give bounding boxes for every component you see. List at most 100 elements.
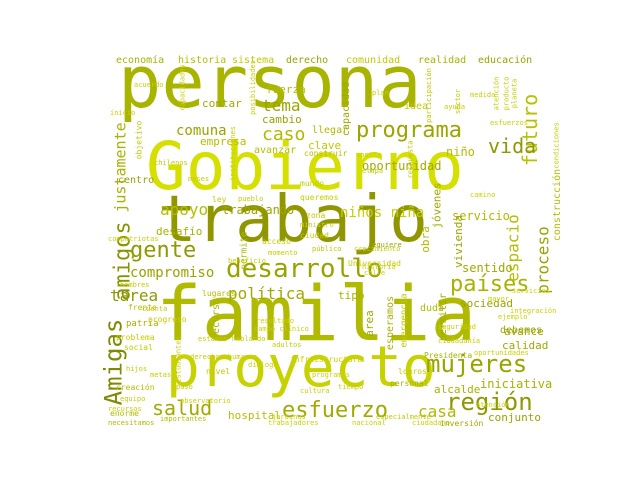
word-construccion: construcción: [552, 168, 564, 242]
word-vivienda: vivienda: [451, 215, 465, 268]
word-ninos-nina: niños niña: [340, 205, 425, 221]
word-avance: avance: [504, 325, 544, 338]
word-seguridad: seguridad: [438, 323, 476, 331]
word-crecimiento: crecimiento: [354, 245, 401, 253]
word-publico: público: [312, 245, 342, 253]
word-desafio: desafío: [156, 225, 203, 238]
word-proceso: proceso: [533, 226, 553, 294]
word-derechos-humanos: derechos humanos: [190, 353, 258, 361]
word-apoyo: apoyo: [160, 200, 209, 219]
word-inversion: inversión: [440, 419, 484, 428]
word-paso: paso: [176, 383, 193, 391]
word-aporte: aporte: [356, 151, 382, 159]
word-comunidad: comunidad: [346, 55, 401, 66]
word-requiere: requiere: [368, 241, 402, 249]
word-obra: obra: [418, 226, 432, 253]
word-area: área: [362, 310, 376, 337]
word-trabajando: trabajando: [222, 203, 295, 217]
word-gente: gente: [130, 238, 197, 263]
word-programas: programas: [312, 371, 350, 379]
word-trabajo: trabajo: [158, 183, 428, 257]
word-tema: tema: [262, 96, 301, 115]
word-iniciativa: iniciativa: [480, 377, 553, 391]
word-compatriotas: compatriotas: [108, 235, 159, 243]
word-inicio: inicio: [110, 109, 136, 117]
word-calidad: calidad: [502, 339, 549, 352]
word-patria: patria: [126, 319, 159, 329]
word-creacion: creación: [116, 383, 155, 392]
word-mujeres: mujeres: [426, 350, 528, 378]
word-centro: centro: [118, 175, 155, 186]
word-ciudad: ciudad: [300, 231, 329, 240]
word-salud: salud: [152, 396, 213, 420]
word-problema: problema: [116, 333, 155, 342]
word-planeta: planeta: [510, 78, 519, 109]
word-conjunto: conjunto: [488, 411, 541, 424]
word-enorme: enorme: [110, 409, 139, 418]
word-necesitamos: necesitamos: [108, 419, 155, 427]
word-compromiso: compromiso: [130, 265, 215, 281]
word-especialmente: especialmente: [376, 413, 431, 421]
word-esfuerzo: esfuerzo: [282, 398, 388, 423]
word-observatorio: observatorio: [180, 397, 231, 405]
word-proyecto: proyecto: [166, 335, 436, 400]
word-servicios: servicios: [512, 287, 550, 295]
word-esfuerzos: esfuerzos: [490, 119, 528, 127]
word-queremos: queremos: [300, 193, 339, 202]
word-historia: historia: [178, 55, 227, 66]
word-region: región: [446, 388, 533, 416]
word-nino: niño: [446, 145, 475, 159]
word-lugares: lugares: [202, 289, 236, 298]
word-esperamos: esperamos: [385, 295, 397, 351]
word-contar: contar: [202, 97, 242, 110]
word-metas: metas: [150, 371, 172, 379]
word-capacidad: capacidad: [341, 81, 353, 137]
word-trabajadores: trabajadores: [268, 419, 319, 427]
word-universidad: Universidad: [348, 259, 401, 268]
word-hospital: hospital: [228, 409, 281, 422]
word-ejemplo: ejemplo: [498, 313, 528, 321]
word-hijos: hijos: [126, 365, 148, 373]
word-historia-2: historia: [362, 263, 396, 271]
word-llegar: llegar: [312, 125, 349, 136]
word-zona: zona: [306, 211, 326, 220]
word-jovenes: jóvenes: [430, 182, 444, 229]
word-tiempo: tiempo: [338, 383, 364, 391]
word-participacion: participación: [424, 68, 433, 123]
word-adultos: adultos: [272, 341, 302, 349]
word-vida: vida: [488, 134, 537, 158]
word-acuerdo: acuerdo: [134, 81, 164, 89]
word-nacional: nacional: [352, 419, 386, 427]
word-beneficio: beneficio: [228, 257, 266, 265]
word-recurso: recurso: [211, 297, 223, 341]
word-etapa: etapa: [362, 167, 384, 175]
word-campo-clinico: campo clínico: [254, 325, 309, 333]
word-realidad: realidad: [418, 55, 467, 66]
word-instituciones: instituciones: [228, 126, 237, 181]
word-mundo: mundo: [300, 179, 325, 188]
word-politica: política: [228, 284, 306, 303]
word-presidenta: Presidenta: [424, 351, 473, 360]
word-tipo: tipo: [338, 289, 365, 302]
word-acceso: acceso: [262, 237, 291, 246]
word-jardines: jardines: [272, 413, 306, 421]
word-paises: países: [450, 272, 530, 297]
word-fuerza: fuerza: [266, 83, 306, 96]
word-infraestructura: infraestructura: [290, 355, 363, 364]
word-camino: camino: [470, 191, 496, 199]
word-programa: programa: [356, 118, 462, 143]
word-comuna: comuna: [176, 123, 227, 139]
word-cuenta: cuenta: [142, 305, 168, 313]
word-idea: idea: [404, 101, 429, 112]
word-construir: construir: [304, 149, 348, 158]
word-clave: clave: [308, 139, 342, 152]
word-persona: persona: [118, 40, 422, 124]
word-permitir: permitir: [438, 292, 450, 342]
word-capacidades: capacidades: [178, 64, 187, 111]
word-oportunidades: oportunidades: [474, 349, 529, 357]
word-sociedad: sociedad: [460, 297, 513, 310]
word-amigas: Amigas: [99, 318, 128, 406]
word-debemos: debemos: [500, 325, 543, 336]
word-sistema: sistema: [232, 55, 275, 66]
word-ayuda: ayuda: [444, 103, 466, 111]
